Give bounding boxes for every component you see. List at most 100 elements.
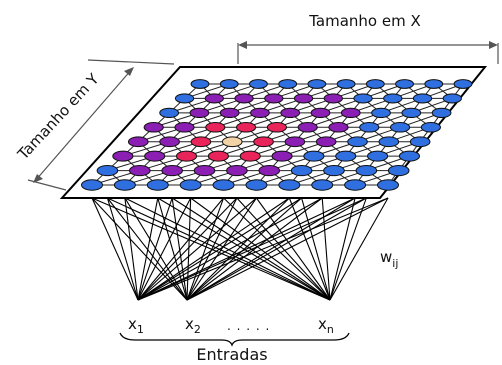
connection-line-x1 [137, 197, 389, 301]
neuron-outer [297, 122, 318, 133]
neuron-default [212, 179, 235, 191]
connection-line-xn [223, 197, 331, 301]
neuron-default [412, 93, 433, 104]
neuron-outer [340, 107, 361, 118]
neuron-outer [226, 164, 248, 177]
connection-line-xn [321, 197, 331, 301]
neuron-default [453, 79, 473, 89]
connection-line-xn [288, 197, 331, 301]
connection-line-x1 [91, 197, 139, 301]
neuron-default [365, 79, 385, 89]
connection-line-xn [190, 197, 331, 301]
input-xn-label: xn [318, 315, 334, 336]
x-size-label: Tamanho em X [308, 12, 421, 30]
neuron-outer [315, 136, 337, 148]
connection-line-x2 [186, 197, 389, 301]
neuron-default [371, 107, 391, 118]
neuron-inner [175, 150, 198, 162]
neuron-default [113, 179, 136, 191]
connection-line-xn [301, 197, 331, 301]
neuron-inner [239, 150, 261, 162]
connection-line-x2 [157, 197, 188, 301]
inputs-caption: Entradas [196, 345, 267, 364]
neuron-default [347, 136, 368, 148]
neuron-default [377, 179, 399, 191]
neuron-default [245, 179, 268, 191]
neuron-default [96, 164, 119, 177]
neuron-default [398, 150, 420, 162]
connection-line-xn [171, 197, 331, 301]
connection-line-x2 [186, 197, 225, 301]
neuron-default [353, 93, 373, 104]
neuron-outer [250, 107, 270, 118]
inputs-ellipsis: . . . . . [227, 319, 270, 333]
neuron-default [249, 79, 268, 89]
neuron-default [409, 136, 431, 148]
connection-line-x2 [186, 197, 323, 301]
neuron-outer [161, 164, 183, 177]
neuron-default [303, 150, 325, 162]
neuron-default [335, 150, 357, 162]
neuron-default [431, 107, 452, 118]
neuron-outer [189, 107, 210, 118]
neuron-outer [204, 93, 224, 104]
neuron-outer [174, 122, 195, 133]
neuron-inner [253, 136, 274, 148]
neuron-inner [266, 122, 287, 133]
neuron-outer [127, 136, 149, 148]
neuron-outer [219, 107, 240, 118]
weight-label: wij [380, 248, 398, 270]
connection-line-x2 [91, 197, 188, 301]
connection-line-xn [236, 197, 331, 301]
inputs-brace [119, 332, 350, 347]
neuron-default [387, 164, 410, 177]
neuron-default [378, 136, 400, 148]
neuron-grid [81, 79, 473, 191]
neuron-default [219, 79, 239, 89]
neuron-default [290, 164, 313, 177]
neuron-default [278, 79, 298, 89]
connection-line-x2 [124, 197, 188, 301]
neuron-default [81, 179, 103, 191]
neuron-default [323, 164, 345, 177]
connection-line-x1 [106, 197, 139, 301]
neuron-outer [323, 93, 343, 104]
neuron-default [383, 93, 403, 104]
input-x2-label: x2 [185, 315, 201, 336]
connection-line-x1 [137, 197, 290, 301]
neuron-default [424, 79, 444, 89]
input-x1-label: x1 [128, 315, 144, 336]
neuron-winner [221, 136, 243, 148]
neuron-inner [235, 122, 257, 133]
connection-line-x2 [186, 197, 356, 301]
connection-line-xn [91, 197, 331, 301]
neuron-outer [144, 150, 166, 162]
neuron-outer [234, 93, 254, 104]
neuron-default [395, 79, 414, 89]
connection-line-xn [255, 197, 331, 301]
neuron-outer [328, 122, 349, 133]
connection-line-xn [124, 197, 331, 301]
y-size-label: Tamanho em Y [13, 69, 103, 163]
connection-lines [91, 197, 389, 301]
neuron-inner [190, 136, 212, 148]
neuron-default [190, 79, 210, 89]
neuron-outer [112, 150, 134, 162]
connection-line-xn [157, 197, 331, 301]
neuron-default [159, 107, 180, 118]
connection-line-xn [107, 197, 331, 301]
neuron-default [278, 179, 301, 191]
connection-line-x2 [186, 197, 192, 301]
neuron-outer [193, 164, 216, 177]
connection-line-x1 [137, 197, 257, 301]
neuron-default [344, 179, 367, 191]
neuron-default [401, 107, 422, 118]
neuron-outer [258, 164, 281, 177]
neuron-outer [280, 107, 301, 118]
neuron-inner [205, 122, 226, 133]
neuron-outer [129, 164, 151, 177]
connection-line-x2 [106, 197, 188, 301]
connection-line-x1 [137, 197, 238, 301]
